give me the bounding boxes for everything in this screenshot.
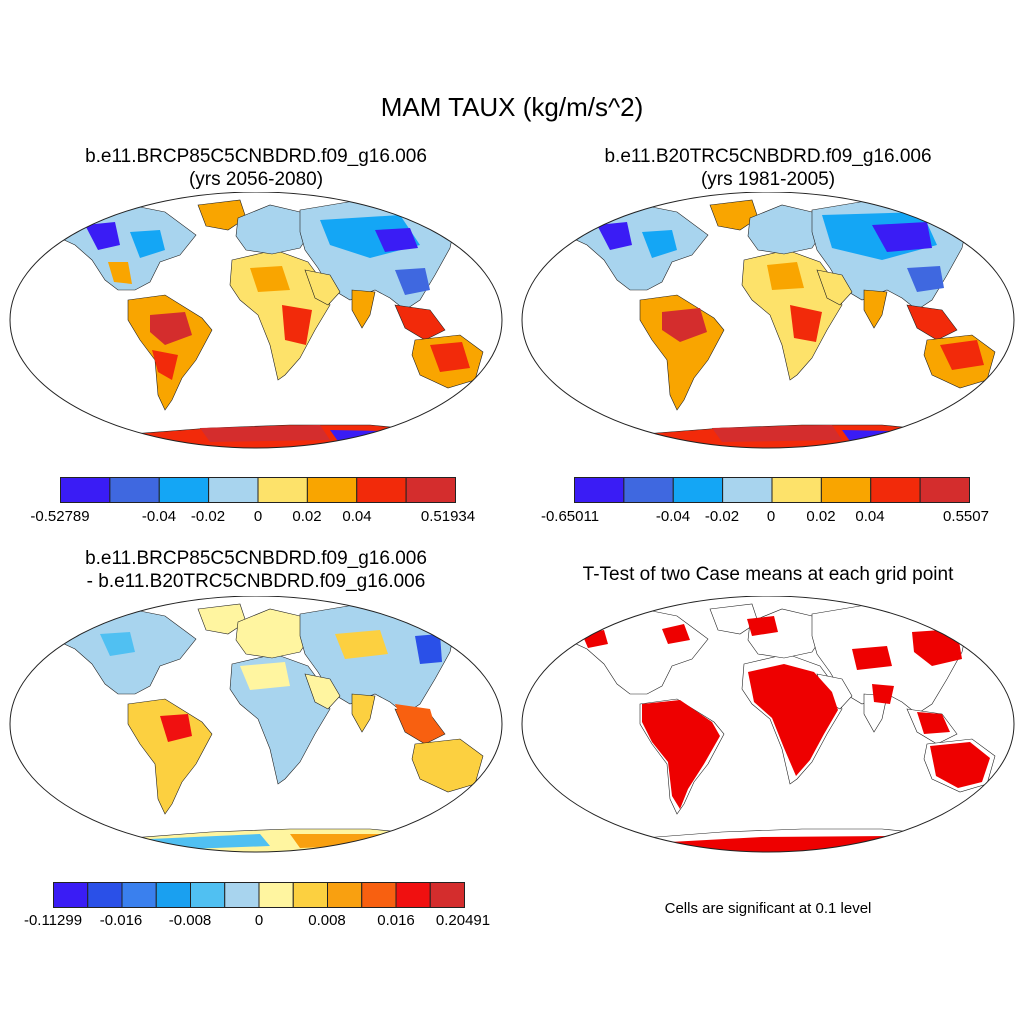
panel-3-colorbar-box-2 [87, 882, 123, 908]
panel-3-map-border [9, 596, 503, 853]
panel-2-colorbar-boxes [574, 477, 970, 503]
panel-2-colorbar-box-3 [672, 477, 724, 503]
panel-1-colorbar-label-3: -0.02 [190, 508, 226, 525]
panel-2-map [521, 192, 1015, 449]
panel-3-colorbar-box-8 [292, 882, 328, 908]
panel-3-colorbar-label-2: -0.016 [99, 912, 143, 929]
panel-2-colorbar-box-7 [870, 477, 921, 503]
panel-3-colorbar-box-5 [190, 882, 226, 908]
panel-2-colorbar-box-6 [820, 477, 872, 503]
panel-4-title: T-Test of two Case means at each grid po… [512, 563, 1024, 586]
panel-3-colorbar-box-9 [327, 882, 363, 908]
panel-3-colorbar-box-7 [258, 882, 294, 908]
panel-3-colorbar-box-4 [155, 882, 191, 908]
panel-3-colorbar-label-3: -0.008 [168, 912, 212, 929]
panel-1-map [9, 192, 503, 449]
panel-1-colorbar-box-8 [405, 477, 456, 503]
panel-1-colorbar-box-1 [60, 477, 111, 503]
panel-1-colorbar-box-5 [257, 477, 308, 503]
panel-3-colorbar-box-10 [361, 882, 397, 908]
panel-1-colorbar-label-4: 0 [253, 508, 263, 525]
panel-3-title-line2: - b.e11.B20TRC5CNBDRD.f09_g16.006 [86, 571, 426, 592]
panel-3-colorbar-label-1: -0.11299 [23, 912, 83, 929]
panel-1-field-patches [85, 215, 470, 444]
panel-3-colorbar-box-6 [224, 882, 260, 908]
panel-2-title-line1: b.e11.B20TRC5CNBDRD.f09_g16.006 [604, 146, 932, 167]
panel-1-colorbar-boxes [60, 477, 456, 503]
panel-3-colorbar-label-6: 0.016 [377, 912, 415, 929]
panel-1-colorbar-box-4 [208, 477, 259, 503]
panel-3-colorbar-boxes [53, 882, 465, 908]
panel-2-title: b.e11.B20TRC5CNBDRD.f09_g16.006 (yrs 198… [512, 145, 1024, 191]
panel-2-colorbar [574, 477, 970, 503]
panel-1-colorbar-box-3 [158, 477, 210, 503]
panel-2-colorbar-label-7: 0.5507 [943, 508, 989, 525]
panel-2-colorbar-label-2: -0.04 [655, 508, 691, 525]
panel-2-colorbar-label-5: 0.02 [806, 508, 836, 525]
panel-3-colorbar-box-1 [53, 882, 89, 908]
panel-2-map-border [521, 192, 1015, 449]
panel-1-colorbar-label-5: 0.02 [292, 508, 322, 525]
panel-1-colorbar-box-6 [306, 477, 358, 503]
panel-4-map [521, 596, 1015, 853]
panel-4-title-line1: T-Test of two Case means at each grid po… [582, 564, 954, 585]
panel-2-colorbar-label-6: 0.04 [855, 508, 885, 525]
panel-1-colorbar-box-7 [356, 477, 407, 503]
panel-2-colorbar-box-8 [919, 477, 970, 503]
panel-2-title-line2: (yrs 1981-2005) [700, 169, 836, 190]
panel-1-colorbar-box-2 [109, 477, 160, 503]
panel-2-colorbar-box-1 [574, 477, 625, 503]
panel-1-colorbar-label-2: -0.04 [141, 508, 177, 525]
panel-1-landmass [57, 199, 495, 448]
panel-2-colorbar-label-3: -0.02 [704, 508, 740, 525]
panel-1-colorbar-label-6: 0.04 [342, 508, 372, 525]
panel-1-colorbar-label-7: 0.51934 [420, 508, 476, 525]
panel-2-colorbar-box-5 [771, 477, 822, 503]
panel-2-colorbar-label-1: -0.65011 [540, 508, 600, 525]
panel-1-map-border [9, 192, 503, 449]
panel-2-colorbar-box-2 [623, 477, 674, 503]
panel-1-colorbar-label-1: -0.52789 [30, 508, 90, 525]
panel-1-colorbar [60, 477, 456, 503]
panel-3-title: b.e11.BRCP85C5CNBDRD.f09_g16.006 - b.e11… [0, 547, 512, 593]
panel-3-colorbar-box-3 [121, 882, 157, 908]
panel-2-field-patches [597, 212, 984, 444]
panel-1-title-line1: b.e11.BRCP85C5CNBDRD.f09_g16.006 [85, 146, 427, 167]
panel-3-colorbar-label-4: 0 [254, 912, 264, 929]
panel-3-colorbar [53, 882, 465, 908]
panel-1-title: b.e11.BRCP85C5CNBDRD.f09_g16.006 (yrs 20… [0, 145, 512, 191]
panel-3-colorbar-label-7: 0.20491 [435, 912, 491, 929]
panel-4-map-border [521, 596, 1015, 853]
panel-3-map [9, 596, 503, 853]
panel-3-colorbar-box-12 [429, 882, 465, 908]
panel-3-colorbar-box-11 [395, 882, 431, 908]
panel-1-title-line2: (yrs 2056-2080) [188, 169, 324, 190]
panel-2-landmass [569, 199, 1007, 448]
panel-3-colorbar-label-5: 0.008 [308, 912, 346, 929]
figure-title: MAM TAUX (kg/m/s^2) [380, 92, 644, 122]
significance-note: Cells are significant at 0.1 level [664, 900, 872, 917]
panel-2-colorbar-label-4: 0 [766, 508, 776, 525]
panel-2-colorbar-box-4 [722, 477, 773, 503]
panel-3-title-line1: b.e11.BRCP85C5CNBDRD.f09_g16.006 [85, 548, 427, 569]
